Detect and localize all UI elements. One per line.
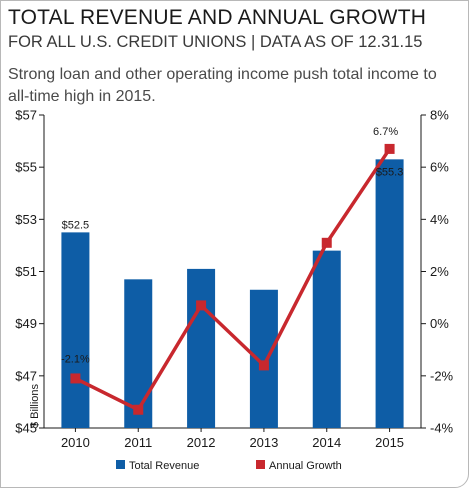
legend-swatch-annual-growth [256, 460, 265, 469]
x-axis-tick-label: 2012 [187, 435, 216, 450]
revenue-bar [61, 232, 90, 428]
annual-growth-marker [196, 300, 207, 311]
right-axis-tick-label: 4% [430, 212, 449, 227]
left-axis-tick-label: $55 [15, 160, 37, 175]
left-axis-tick-label: $49 [15, 316, 37, 331]
left-axis-tick-label: $51 [15, 264, 37, 279]
annual-growth-marker [70, 373, 81, 384]
right-axis-tick-label: -2% [430, 368, 454, 383]
annual-growth-marker [133, 404, 144, 415]
x-axis-tick-label: 2013 [249, 435, 278, 450]
right-axis-tick-label: 6% [430, 160, 449, 175]
chart-description: Strong loan and other operating income p… [8, 66, 437, 105]
right-axis-tick-label: 0% [430, 316, 449, 331]
x-axis-tick-label: 2011 [124, 435, 152, 450]
revenue-bar [249, 289, 278, 428]
x-axis-tick-label: 2010 [61, 435, 90, 450]
left-axis-tick-label: $53 [15, 212, 37, 227]
left-axis-tick-label: $45 [15, 421, 37, 436]
legend-swatch-total-revenue [116, 460, 125, 469]
right-axis-tick-label: 8% [430, 108, 449, 123]
annual-growth-marker [321, 237, 332, 248]
revenue-data-label: $52.5 [62, 219, 90, 231]
left-axis-label: $ Billions [29, 383, 41, 428]
revenue-bar [375, 159, 404, 428]
legend-label-total-revenue: Total Revenue [129, 460, 199, 472]
annual-growth-line [74, 147, 392, 413]
revenue-bar [312, 250, 341, 428]
x-axis-tick-label: 2014 [312, 435, 341, 450]
chart-title: TOTAL REVENUE AND ANNUAL GROWTH [8, 6, 427, 29]
revenue-data-label: $55.3 [376, 166, 404, 178]
left-axis-tick-label: $47 [15, 368, 37, 383]
annual-growth-marker [384, 143, 395, 154]
left-axis-tick-label: $57 [15, 108, 37, 123]
annual-growth-marker [258, 360, 269, 371]
right-axis-tick-label: -4% [430, 421, 454, 436]
legend-label-annual-growth: Annual Growth [269, 460, 342, 472]
growth-data-label: 6.7% [373, 126, 398, 138]
growth-data-label: -2.1% [61, 353, 90, 365]
x-axis-tick-label: 2015 [375, 435, 404, 450]
revenue-bar [187, 268, 216, 428]
chart-subtitle: FOR ALL U.S. CREDIT UNIONS | DATA AS OF … [8, 33, 423, 51]
right-axis-tick-label: 2% [430, 264, 449, 279]
